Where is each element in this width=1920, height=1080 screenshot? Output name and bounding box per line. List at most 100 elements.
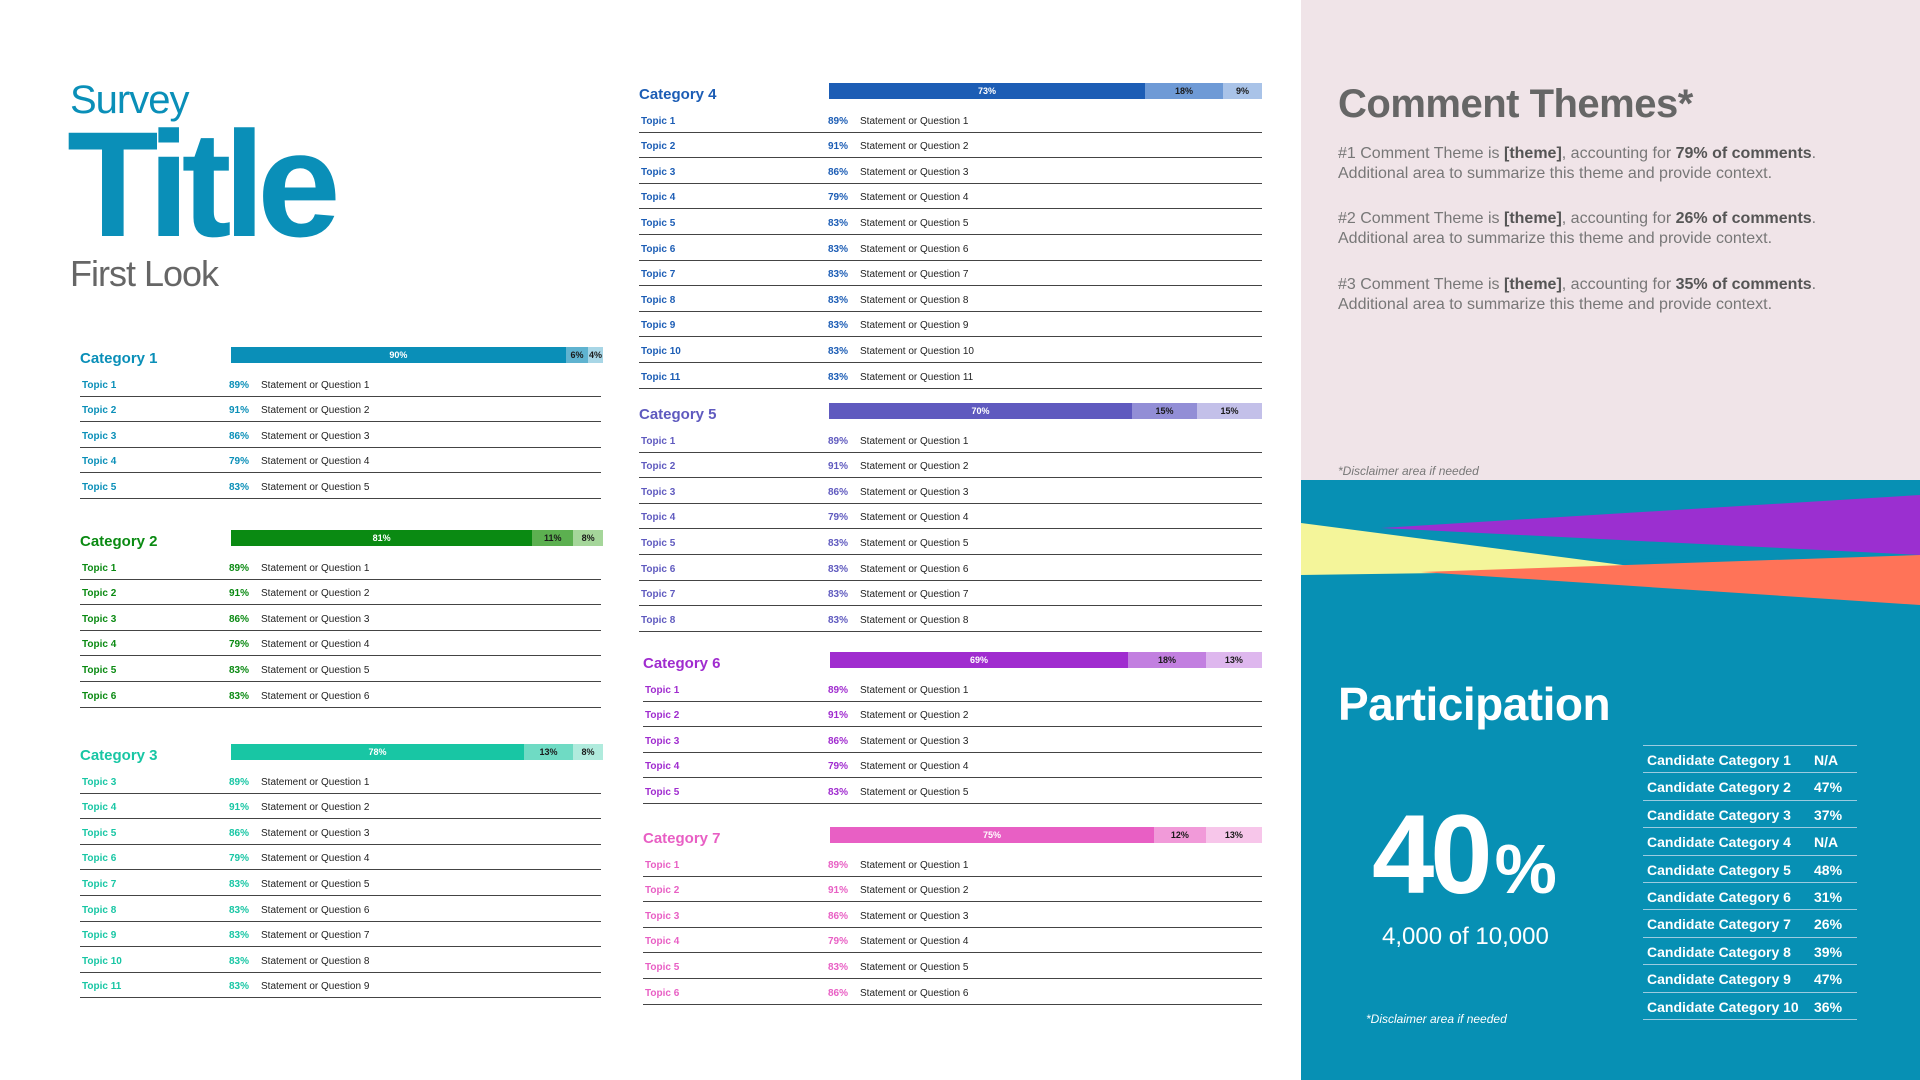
category-stacked-bar: 69% 18% 13%: [830, 652, 1262, 668]
table-row: Topic 11 83% Statement or Question 9: [80, 973, 601, 999]
topic-percent: 89%: [229, 776, 250, 788]
table-row: Topic 3 86% Statement or Question 3: [639, 478, 1262, 504]
category-header: Category 4 73% 18% 9%: [629, 83, 1262, 107]
bar-segment-1: 75%: [830, 827, 1154, 843]
topic-percent: 83%: [229, 664, 250, 676]
table-row: Topic 3 86% Statement or Question 3: [80, 605, 601, 631]
statement-text: Statement or Question 6: [860, 563, 969, 575]
comment-theme-2: #2 Comment Theme is [theme], accounting …: [1338, 209, 1858, 249]
topic-percent: 89%: [828, 859, 849, 871]
statement-text: Statement or Question 4: [860, 512, 969, 524]
theme-detail: Additional area to summarize this theme …: [1338, 165, 1773, 182]
ribbon-orange-band: [1421, 555, 1920, 605]
category-name: Category 1: [80, 350, 158, 367]
table-row: Topic 6 83% Statement or Question 6: [80, 682, 601, 708]
topic-label: Topic 3: [645, 910, 680, 922]
topic-percent: 83%: [229, 878, 250, 890]
theme-text-share: 26% of comments: [1675, 210, 1812, 227]
participation-percent-sign: %: [1494, 830, 1557, 908]
candidate-row: Candidate Category 7 26%: [1643, 910, 1857, 938]
table-row: Topic 1 89% Statement or Question 1: [639, 427, 1262, 453]
table-row: Topic 5 83% Statement or Question 5: [80, 656, 601, 682]
topic-label: Topic 4: [82, 639, 117, 651]
candidate-value: N/A: [1814, 834, 1839, 851]
topic-percent: 91%: [828, 461, 849, 473]
topic-label: Topic 7: [641, 269, 676, 281]
statement-text: Statement or Question 6: [860, 243, 969, 255]
statement-text: Statement or Question 5: [860, 537, 969, 549]
table-row: Topic 4 79% Statement or Question 4: [80, 448, 601, 474]
category-name: Category 6: [643, 655, 721, 672]
table-row: Topic 1 89% Statement or Question 1: [80, 371, 601, 397]
topic-label: Topic 3: [82, 613, 117, 625]
candidate-value: N/A: [1814, 752, 1839, 768]
category-rows: Topic 1 89% Statement or Question 1 Topic 2…: [70, 371, 601, 499]
topic-percent: 86%: [828, 910, 849, 922]
statement-text: Statement or Question 6: [261, 690, 370, 702]
theme-text-c: .: [1811, 276, 1817, 293]
theme-text-theme: [theme]: [1504, 145, 1562, 162]
statement-text: Statement or Question 1: [261, 562, 370, 574]
topic-label: Topic 5: [641, 537, 676, 549]
statement-text: Statement or Question 3: [261, 613, 370, 625]
topic-label: Topic 5: [645, 961, 680, 973]
topic-percent: 91%: [229, 405, 250, 417]
table-row: Topic 5 83% Statement or Question 5: [639, 529, 1262, 555]
table-row: Topic 4 79% Statement or Question 4: [643, 928, 1262, 954]
topic-percent: 83%: [828, 320, 849, 332]
statement-text: Statement or Question 6: [860, 987, 969, 999]
topic-percent: 83%: [229, 955, 250, 967]
statement-text: Statement or Question 5: [860, 786, 969, 798]
topic-percent: 91%: [828, 141, 849, 153]
theme-text-share: 79% of comments: [1675, 145, 1812, 162]
topic-label: Topic 1: [82, 562, 117, 574]
topic-label: Topic 3: [82, 430, 117, 442]
comment-theme-1: #1 Comment Theme is [theme], accounting …: [1338, 144, 1858, 184]
category-stacked-bar: 73% 18% 9%: [829, 83, 1262, 99]
category-stacked-bar: 81% 11% 8%: [231, 530, 603, 546]
table-row: Topic 5 83% Statement or Question 5: [639, 209, 1262, 235]
statement-text: Statement or Question 1: [860, 115, 969, 127]
candidate-value: 37%: [1814, 806, 1843, 823]
statement-text: Statement or Question 1: [860, 684, 969, 696]
statement-text: Statement or Question 5: [860, 961, 969, 973]
candidate-value: 47%: [1814, 971, 1843, 988]
ribbon-yellow: [1301, 523, 1661, 575]
category-stacked-bar: 75% 12% 13%: [830, 827, 1262, 843]
topic-label: Topic 9: [641, 320, 676, 332]
theme-text-share: 35% of comments: [1675, 276, 1812, 293]
topic-label: Topic 5: [641, 217, 676, 229]
bar-segment-1: 90%: [231, 347, 566, 363]
candidate-value: 39%: [1814, 943, 1843, 960]
table-row: Topic 6 83% Statement or Question 6: [639, 555, 1262, 581]
topic-percent: 79%: [229, 639, 250, 651]
statement-text: Statement or Question 8: [261, 955, 370, 967]
statement-text: Statement or Question 8: [860, 294, 969, 306]
topic-label: Topic 4: [645, 936, 680, 948]
statement-text: Statement or Question 4: [860, 192, 969, 204]
table-row: Topic 5 83% Statement or Question 5: [80, 473, 601, 499]
topic-percent: 83%: [828, 269, 849, 281]
topic-percent: 83%: [828, 786, 849, 798]
participation-count: 4,000 of 10,000: [1382, 923, 1549, 950]
topic-percent: 86%: [828, 987, 849, 999]
statement-text: Statement or Question 5: [860, 217, 969, 229]
statement-text: Statement or Question 4: [261, 853, 370, 865]
topic-label: Topic 4: [82, 456, 117, 468]
candidate-value: 47%: [1814, 779, 1843, 796]
statement-text: Statement or Question 5: [261, 481, 370, 493]
topic-label: Topic 4: [645, 761, 680, 773]
topic-label: Topic 9: [82, 930, 117, 942]
table-row: Topic 10 83% Statement or Question 8: [80, 947, 601, 973]
table-row: Topic 8 83% Statement or Question 8: [639, 606, 1262, 632]
topic-label: Topic 4: [82, 802, 117, 814]
candidate-row: Candidate Category 2 47%: [1643, 773, 1857, 801]
topic-percent: 83%: [229, 690, 250, 702]
topic-label: Topic 2: [82, 588, 117, 600]
table-row: Topic 1 89% Statement or Question 1: [639, 107, 1262, 133]
candidate-row: Candidate Category 9 47%: [1643, 965, 1857, 993]
table-row: Topic 2 91% Statement or Question 2: [643, 702, 1262, 728]
topic-label: Topic 7: [641, 589, 676, 601]
table-row: Topic 3 89% Statement or Question 1: [80, 768, 601, 794]
topic-label: Topic 7: [82, 878, 117, 890]
